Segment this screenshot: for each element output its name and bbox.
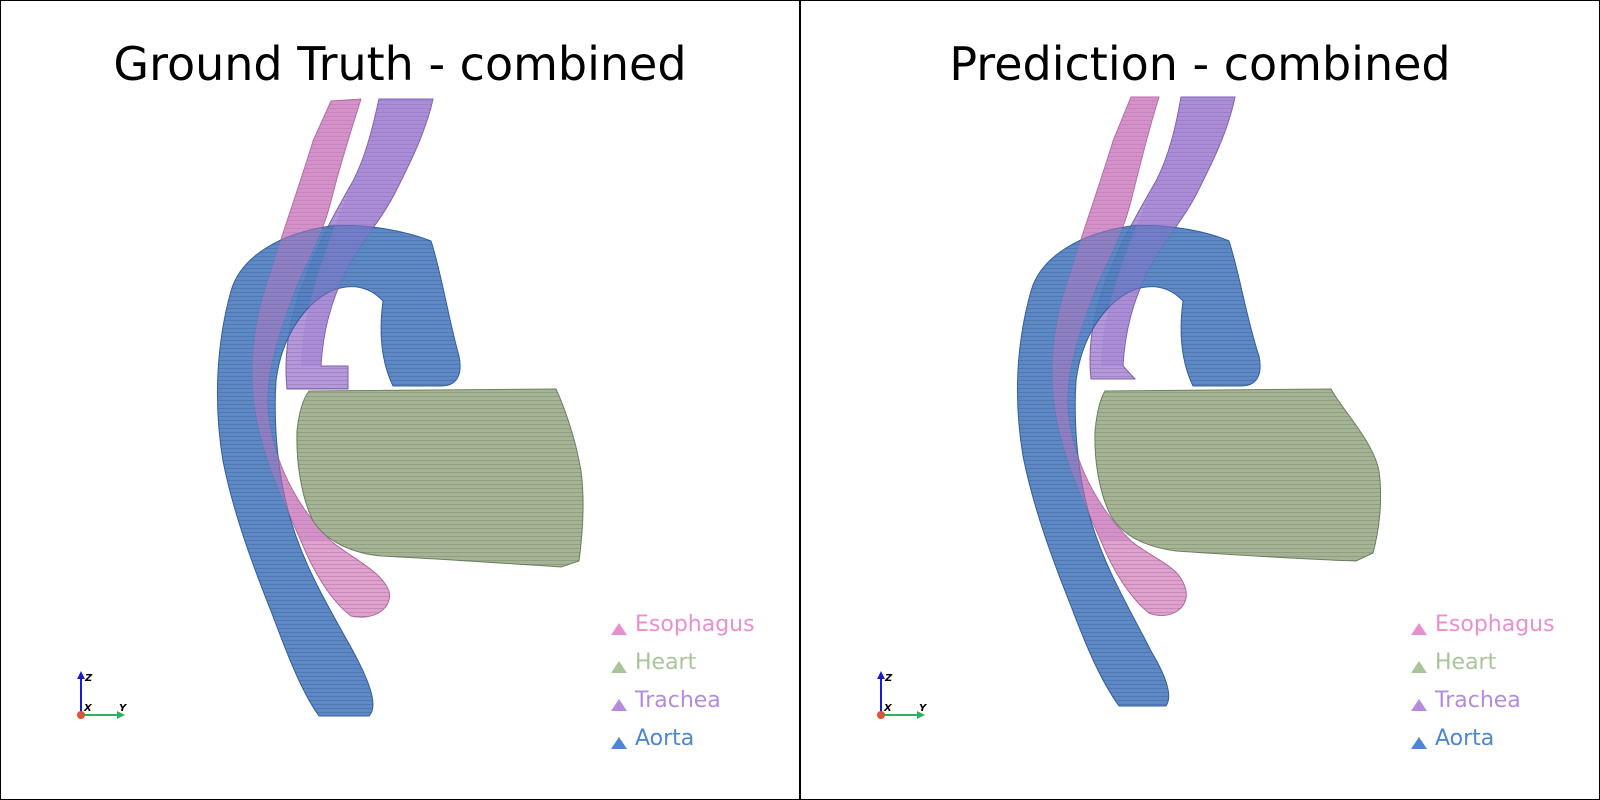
legend-item-aorta: Aorta (611, 719, 755, 757)
triangle-marker-icon (1411, 623, 1427, 635)
triangle-marker-icon (611, 737, 627, 749)
legend-item-esophagus: Esophagus (1411, 605, 1555, 643)
legend-label: Heart (1435, 649, 1497, 675)
legend-label: Trachea (1435, 687, 1521, 713)
legend-item-esophagus: Esophagus (611, 605, 755, 643)
legend: Esophagus Heart Trachea Aorta (1411, 605, 1555, 757)
triangle-marker-icon (611, 623, 627, 635)
legend-label: Trachea (635, 687, 721, 713)
axis-label-x: X (83, 703, 93, 714)
triangle-marker-icon (1411, 699, 1427, 711)
legend: Esophagus Heart Trachea Aorta (611, 605, 755, 757)
triangle-marker-icon (611, 699, 627, 711)
legend-label: Esophagus (1435, 611, 1555, 637)
orientation-axes-icon: Z X Y (77, 671, 128, 719)
legend-label: Heart (635, 649, 697, 675)
axis-label-x: X (883, 703, 893, 714)
legend-item-heart: Heart (611, 643, 755, 681)
prediction-panel[interactable]: Prediction - combined (800, 0, 1600, 800)
triangle-marker-icon (611, 661, 627, 673)
legend-item-aorta: Aorta (1411, 719, 1555, 757)
legend-label: Aorta (1435, 725, 1495, 751)
axis-label-y: Y (919, 703, 928, 714)
panel-title: Ground Truth - combined (113, 37, 687, 91)
ground-truth-panel[interactable]: Ground Truth - combined (0, 0, 800, 800)
legend-label: Aorta (635, 725, 695, 751)
legend-item-trachea: Trachea (611, 681, 755, 719)
legend-label: Esophagus (635, 611, 755, 637)
legend-item-heart: Heart (1411, 643, 1555, 681)
axis-label-z: Z (884, 673, 893, 684)
axis-label-z: Z (84, 673, 93, 684)
axis-label-y: Y (119, 703, 128, 714)
render-3d-scene[interactable] (1, 1, 799, 799)
orientation-axes-icon: Z X Y (877, 671, 928, 719)
legend-item-trachea: Trachea (1411, 681, 1555, 719)
triangle-marker-icon (1411, 737, 1427, 749)
render-3d-scene[interactable] (801, 1, 1599, 799)
triangle-marker-icon (1411, 661, 1427, 673)
panel-title: Prediction - combined (949, 37, 1451, 91)
